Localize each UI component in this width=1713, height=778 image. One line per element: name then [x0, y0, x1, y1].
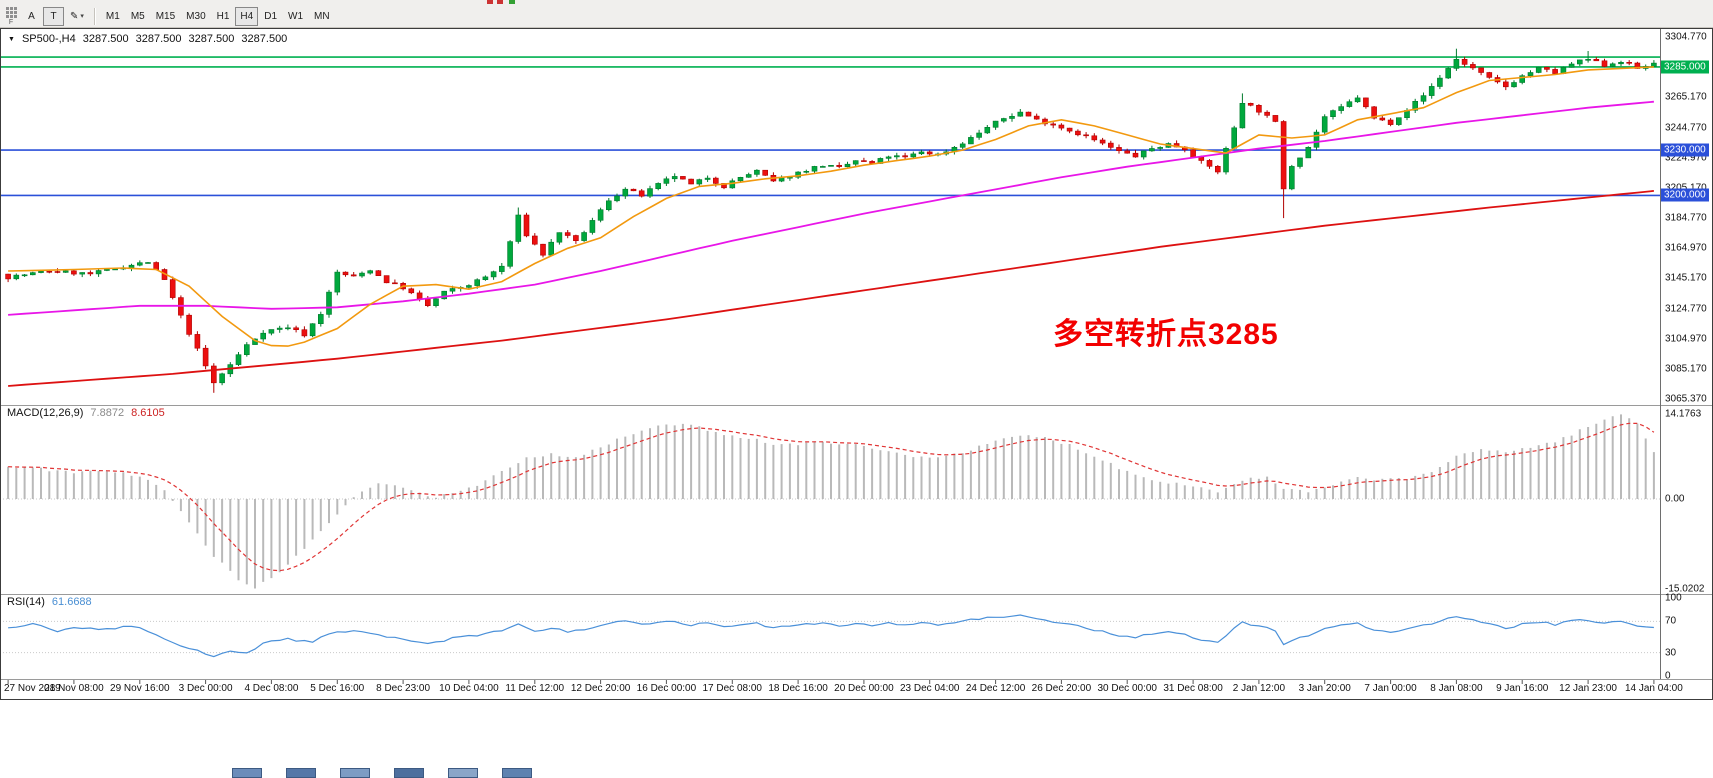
clipped-icon [497, 0, 503, 4]
ohlc-high: 3287.500 [135, 33, 182, 45]
time-scale[interactable] [0, 680, 1660, 699]
clipped-toolbar-row [0, 0, 1713, 5]
macd-label: MACD(12,26,9) 7.8872 8.6105 [7, 407, 165, 419]
chart-title: ▼ SP500-,H4 3287.500 3287.500 3287.500 3… [8, 33, 287, 45]
macd-name: MACD(12,26,9) [7, 407, 84, 419]
pane-divider-rsi[interactable] [0, 592, 1713, 597]
clipped-icon [509, 0, 515, 4]
timeframe-m30[interactable]: M30 [181, 7, 210, 26]
timeframe-d1[interactable]: D1 [259, 7, 282, 26]
ohlc-open: 3287.500 [82, 33, 129, 45]
timeframe-w1[interactable]: W1 [283, 7, 308, 26]
taskbar-item[interactable] [502, 768, 532, 778]
ohlc-close: 3287.500 [241, 33, 288, 45]
clipped-icon [487, 0, 493, 4]
grip-label: F [8, 18, 14, 26]
taskbar-item[interactable] [394, 768, 424, 778]
timeframe-m15[interactable]: M15 [151, 7, 180, 26]
taskbar-item[interactable] [448, 768, 478, 778]
grid-icon [5, 6, 17, 18]
toolbar-grip[interactable]: F [2, 6, 20, 27]
timeframe-h4[interactable]: H4 [235, 6, 259, 26]
taskbar-item[interactable] [286, 768, 316, 778]
bottom-strip [0, 700, 1713, 778]
timeframe-m1[interactable]: M1 [101, 7, 125, 26]
brush-icon: ✎ [70, 10, 79, 22]
rsi-name: RSI(14) [7, 596, 45, 608]
chart-toolbar: F A T ✎ ▾ M1 M5 M15 M30 H1 H4 D1 W1 MN [0, 5, 1713, 28]
arrow-tool-button[interactable]: A [21, 7, 42, 26]
price-scale[interactable] [1660, 28, 1713, 679]
toolbar-separator [93, 7, 96, 25]
macd-value: 7.8872 [90, 407, 125, 419]
timeframe-mn[interactable]: MN [309, 7, 335, 26]
rsi-value: 61.6688 [51, 596, 92, 608]
brush-tool-button[interactable]: ✎ ▾ [65, 7, 89, 26]
rsi-label: RSI(14) 61.6688 [7, 596, 92, 608]
chart-dropdown-icon[interactable]: ▼ [8, 35, 15, 43]
dropdown-arrow-icon: ▾ [80, 13, 84, 20]
macd-signal-value: 8.6105 [131, 407, 165, 419]
timeframe-group: M1 M5 M15 M30 H1 H4 D1 W1 MN [101, 6, 335, 26]
chart-annotation[interactable]: 多空转折点3285 [1053, 318, 1279, 351]
symbol-name: SP500-,H4 [21, 33, 76, 45]
timeframe-m5[interactable]: M5 [126, 7, 150, 26]
text-tool-button[interactable]: T [43, 6, 64, 26]
taskbar-item[interactable] [232, 768, 262, 778]
timeframe-h1[interactable]: H1 [212, 7, 235, 26]
pane-divider-macd[interactable] [0, 403, 1713, 408]
ohlc-low: 3287.500 [188, 33, 235, 45]
taskbar-item[interactable] [340, 768, 370, 778]
